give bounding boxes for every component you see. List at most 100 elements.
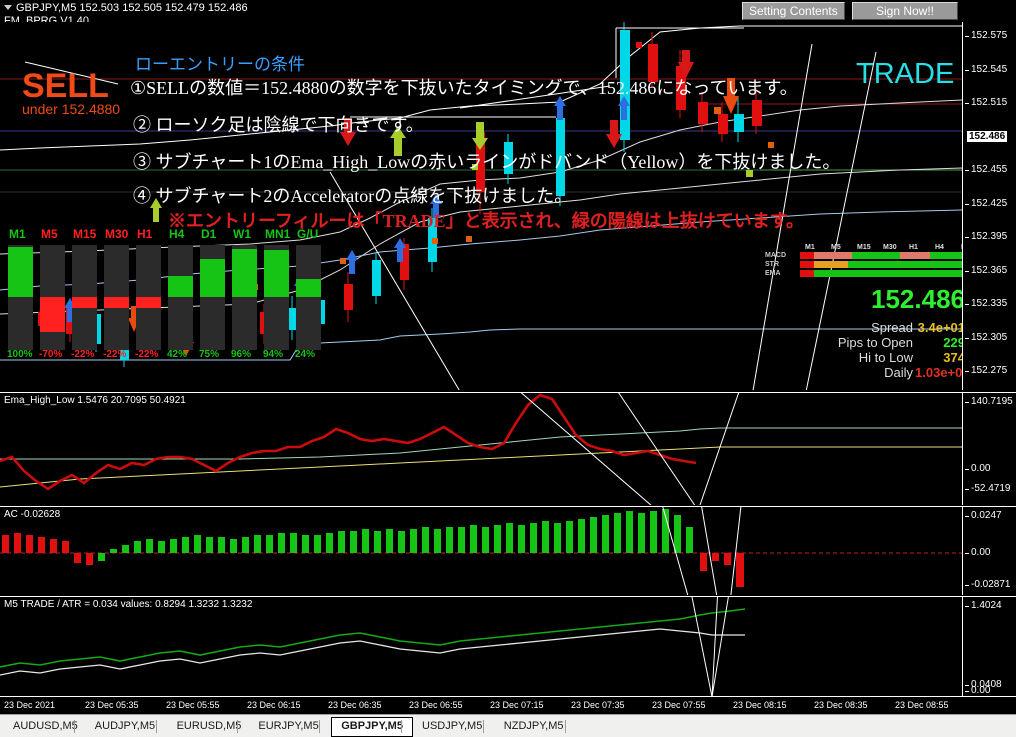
trade-chart-canvas bbox=[0, 597, 746, 697]
strength-percent: 94% bbox=[263, 349, 284, 360]
tab-eurjpy[interactable]: EURJPY,M5 bbox=[258, 720, 319, 732]
strength-bar-down bbox=[72, 297, 97, 308]
strength-percent: -22% bbox=[103, 349, 127, 360]
stat-value: 374 bbox=[943, 350, 962, 365]
time-axis[interactable]: 23 Dec 2021 23 Dec 05:35 23 Dec 05:55 23 De… bbox=[0, 696, 1016, 715]
mtf-header-m5: M5 bbox=[831, 244, 841, 251]
tab-usdjpy[interactable]: USDJPY,M5 bbox=[422, 720, 483, 732]
mtf-signal-segment bbox=[900, 252, 930, 259]
time-tick: 23 Dec 07:55 bbox=[652, 700, 706, 710]
tab-separator bbox=[482, 720, 484, 733]
sell-signal-label: SELL bbox=[22, 67, 109, 105]
price-tick: 152.515 bbox=[964, 97, 1008, 108]
price-tick: 152.486 bbox=[967, 130, 1008, 142]
time-tick: 23 Dec 07:15 bbox=[490, 700, 544, 710]
time-tick: 23 Dec 07:35 bbox=[571, 700, 625, 710]
strength-column bbox=[136, 245, 161, 350]
time-tick: 23 Dec 2021 bbox=[4, 700, 56, 710]
price-tick: 152.335 bbox=[964, 298, 1008, 309]
mtf-signal-segment bbox=[848, 261, 962, 268]
tab-audusd[interactable]: AUDUSD,M5 bbox=[13, 720, 78, 732]
main-price-scale[interactable]: 152.575 152.545 152.515 152.486 152.455 152.4… bbox=[962, 22, 1016, 390]
mtf-signal-segment bbox=[930, 252, 962, 259]
strength-percent: 42% bbox=[167, 349, 188, 360]
tab-separator bbox=[319, 720, 321, 733]
collapse-triangle-icon[interactable] bbox=[4, 5, 12, 10]
price-tick: 152.575 bbox=[964, 30, 1008, 41]
ac-pane-header: AC -0.02628 bbox=[4, 509, 61, 520]
ema-high-low-pane[interactable]: Ema_High_Low 1.5476 20.7095 50.4921 bbox=[0, 392, 962, 505]
pointer-guide-lines-trade bbox=[691, 597, 729, 697]
annotation-line-5: ※エントリーフィルーは「TRADE」と表示され、緑の陽線は上抜けています。 bbox=[168, 211, 804, 231]
strength-column bbox=[168, 245, 193, 350]
strength-column bbox=[104, 245, 129, 350]
ema-upper-band-line bbox=[0, 427, 962, 460]
price-tick: 0.00 bbox=[964, 463, 991, 474]
upper-channel-line bbox=[0, 25, 962, 151]
mtf-signal-segment bbox=[800, 261, 814, 268]
stat-label: Hi to Low bbox=[858, 350, 913, 365]
strength-bar-up bbox=[8, 247, 33, 297]
tab-nzdjpy[interactable]: NZDJPY,M5 bbox=[503, 720, 564, 732]
sign-now-button[interactable]: Sign Now!! bbox=[852, 2, 958, 20]
tab-separator bbox=[73, 720, 75, 733]
ema-chart-canvas bbox=[0, 393, 962, 505]
trade-green-line bbox=[0, 608, 746, 668]
accelerator-pane[interactable]: AC -0.02628 bbox=[0, 506, 962, 595]
time-tick: 23 Dec 06:55 bbox=[409, 700, 463, 710]
strength-bar-down bbox=[40, 297, 65, 332]
stat-value: 3.4e+01 bbox=[917, 320, 962, 335]
trade-white-line bbox=[0, 628, 745, 676]
price-tick: -0.02871 bbox=[964, 579, 1011, 590]
annotation-line-3: ③ サブチャート1のEma_High_Lowの赤いラインがドバンド（Yellow… bbox=[133, 152, 841, 172]
price-tick: 152.365 bbox=[964, 264, 1008, 276]
symbol-bar: GBPJPY,M5 152.503 152.505 152.479 152.48… bbox=[0, 0, 1016, 22]
strength-label-h1: H1 bbox=[137, 227, 153, 241]
time-tick: 23 Dec 06:35 bbox=[328, 700, 382, 710]
strength-bar-up bbox=[200, 259, 225, 297]
ema-price-scale[interactable]: 140.7195 0.00 -52.4719 bbox=[962, 392, 1016, 505]
mtf-signal-segment bbox=[800, 270, 814, 277]
setting-contents-button[interactable]: Setting Contents bbox=[742, 2, 845, 20]
strength-percent: 24% bbox=[295, 349, 316, 360]
tab-audjpy[interactable]: AUDJPY,M5 bbox=[94, 720, 156, 732]
ac-price-scale[interactable]: 0.0247 0.00 -0.02871 bbox=[962, 506, 1016, 595]
strength-column bbox=[8, 245, 33, 350]
stat-row: Hi to Low 374 bbox=[765, 350, 962, 365]
strength-bar-up bbox=[168, 276, 193, 297]
mtf-signal-segment bbox=[814, 261, 848, 268]
strength-column bbox=[40, 245, 65, 350]
price-tick: 1.4024 bbox=[965, 600, 1002, 611]
symbol-quote-line: GBPJPY,M5 152.503 152.505 152.479 152.48… bbox=[16, 2, 248, 14]
mtf-header-h1: H1 bbox=[909, 244, 918, 251]
mtf-signal-segment bbox=[852, 252, 900, 259]
m5-trade-pane[interactable]: M5 TRADE / ATR = 0.034 values: 0.8294 1.… bbox=[0, 596, 962, 697]
stat-label: Daily bbox=[884, 365, 913, 380]
tab-eurusd[interactable]: EURUSD,M5 bbox=[176, 720, 242, 732]
price-tick: 152.455 bbox=[964, 164, 1008, 175]
chart-tab-bar[interactable]: AUDUSD,M5 AUDJPY,M5 EURUSD,M5 EURJPY,M5 GBPJ… bbox=[0, 714, 1016, 737]
strength-label-mn1: MN1 bbox=[265, 227, 291, 241]
trade-price-scale[interactable]: 1.4024 0.0408 0.00 bbox=[962, 596, 1016, 697]
strength-bar-up bbox=[264, 250, 289, 297]
mtf-header-m15: M15 bbox=[857, 244, 871, 251]
pointer-guide-lines-ac bbox=[662, 507, 742, 595]
strength-column bbox=[264, 245, 289, 350]
time-tick: 23 Dec 08:55 bbox=[895, 700, 949, 710]
strength-label-m5: M5 bbox=[41, 227, 58, 241]
mtf-header-m30: M30 bbox=[883, 244, 897, 251]
strength-label-m1: M1 bbox=[9, 227, 26, 241]
stat-label: Spread bbox=[871, 320, 913, 335]
stat-row: Spread 3.4e+01 bbox=[765, 320, 962, 335]
mtf-signal-segment bbox=[800, 252, 814, 259]
stat-row: Pips to Open 229 bbox=[765, 335, 962, 350]
pointer-guide-lines-ema bbox=[520, 393, 740, 505]
price-tick: -52.4719 bbox=[964, 483, 1011, 494]
tab-separator bbox=[401, 720, 402, 733]
ac-histogram-bars bbox=[2, 509, 744, 587]
ac-chart-canvas bbox=[0, 507, 962, 595]
main-chart-pane[interactable]: M1 100% M5 -70% M15 -22% M30 -22% H1 -22% H4 42% D1 7… bbox=[0, 22, 962, 390]
price-tick: 152.425 bbox=[964, 197, 1008, 209]
trade-filter-label: TRADE bbox=[856, 58, 955, 90]
strength-label-m30: M30 bbox=[105, 227, 129, 241]
